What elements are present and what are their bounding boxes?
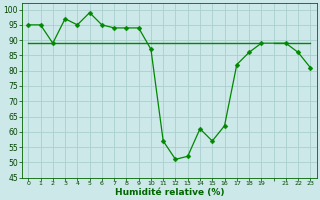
- X-axis label: Humidité relative (%): Humidité relative (%): [115, 188, 224, 197]
